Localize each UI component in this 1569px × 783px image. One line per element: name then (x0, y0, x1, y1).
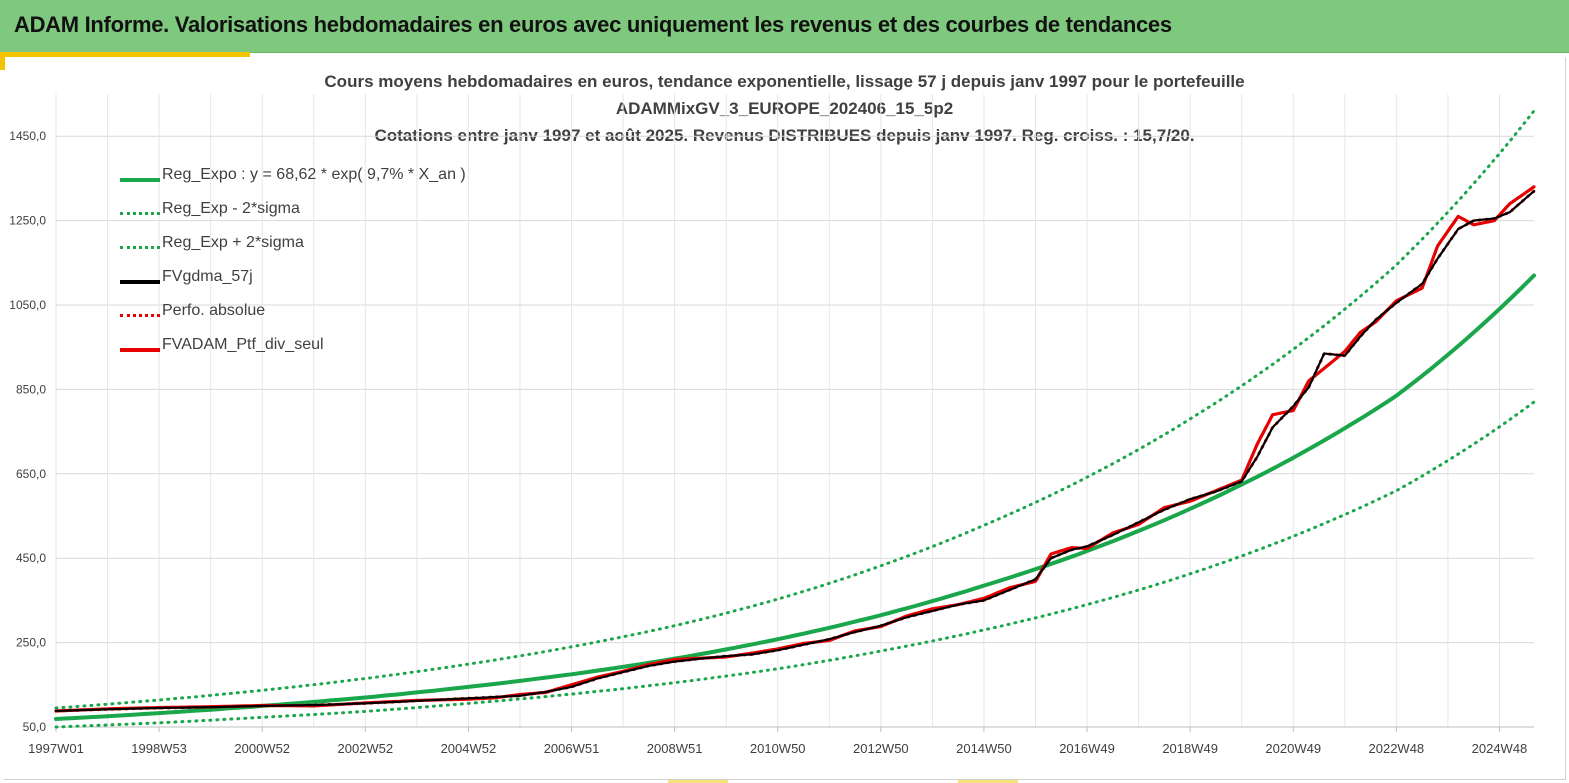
legend-swatch-dotted-green (120, 212, 160, 215)
x-tick-label: 1998W53 (131, 741, 187, 756)
x-axis: 1997W01 1998W53 2000W52 2002W52 2004W52 2006W… (28, 726, 1534, 756)
series-line-reg-expo (54, 273, 1536, 721)
legend-item-reg-exp-minus: Reg_Exp - 2*sigma (120, 196, 540, 230)
chart-title: Cours moyens hebdomadaires en euros, ten… (0, 68, 1569, 149)
legend-swatch-solid-black (120, 280, 160, 284)
legend-label: FVADAM_Ptf_div_seul (162, 336, 324, 353)
legend-item-fvadam: FVADAM_Ptf_div_seul (120, 332, 540, 366)
legend-label: Reg_Expo : y = 68,62 * exp( 9,7% * X_an … (162, 166, 466, 183)
x-tick-label: 2014W50 (956, 741, 1012, 756)
chart-frame (4, 57, 1566, 780)
x-tick-label: 2012W50 (853, 741, 909, 756)
legend-swatch-dotted-green (120, 246, 160, 249)
x-tick-label: 2018W49 (1162, 741, 1218, 756)
chart-series (54, 109, 1536, 729)
x-tick-label: 1997W01 (28, 741, 84, 756)
x-tick-label: 2006W51 (544, 741, 600, 756)
x-tick-label: 2024W48 (1472, 741, 1528, 756)
x-tick-label: 2020W49 (1265, 741, 1321, 756)
chart-title-line-2: ADAMMixGV_3_EUROPE_202406_15_5p2 (615, 99, 954, 118)
y-tick-label: 1450,0 (9, 129, 46, 143)
legend-swatch-dotted-red (120, 314, 160, 317)
y-tick-label: 1050,0 (9, 298, 46, 312)
accent-bottom-1 (668, 779, 728, 783)
y-tick-label: 250,0 (16, 636, 46, 650)
legend-label: Reg_Exp + 2*sigma (162, 234, 304, 251)
y-tick-label: 450,0 (16, 551, 46, 565)
x-tick-label: 2004W52 (441, 741, 497, 756)
legend-item-fvgdma: FVgdma_57j (120, 264, 540, 298)
x-tick-label: 2008W51 (647, 741, 703, 756)
x-tick-label: 2016W49 (1059, 741, 1115, 756)
banner-title: ADAM Informe. Valorisations hebdomadaire… (14, 12, 1172, 37)
accent-bar-vertical (0, 52, 5, 70)
legend-swatch-solid-red (120, 348, 160, 352)
accent-bar (0, 52, 250, 57)
x-tick-label: 2002W52 (337, 741, 393, 756)
x-tick-label: 2022W48 (1369, 741, 1425, 756)
y-tick-label: 650,0 (16, 467, 46, 481)
y-tick-label: 1250,0 (9, 214, 46, 228)
x-tick-label: 2000W52 (234, 741, 290, 756)
y-tick-label: 850,0 (16, 382, 46, 396)
x-tick-label: 2010W50 (750, 741, 806, 756)
chart-title-line-3: Cotations entre janv 1997 et août 2025. … (374, 126, 1195, 145)
series-line-reg-exp-minus-2sigma (54, 400, 1536, 729)
y-tick-label: 50,0 (23, 720, 47, 734)
legend-label: Reg_Exp - 2*sigma (162, 200, 300, 217)
y-axis: 50,0 250,0 450,0 650,0 850,0 1050,0 1250,0 1450… (9, 129, 46, 734)
legend-label: FVgdma_57j (162, 268, 253, 285)
accent-bottom-2 (958, 779, 1018, 783)
header-banner: ADAM Informe. Valorisations hebdomadaire… (0, 0, 1569, 53)
chart-title-line-1: Cours moyens hebdomadaires en euros, ten… (324, 72, 1245, 91)
legend-item-reg-expo: Reg_Expo : y = 68,62 * exp( 9,7% * X_an … (120, 162, 540, 196)
legend-label: Perfo. absolue (162, 302, 266, 319)
legend-swatch-solid-green (120, 178, 160, 182)
series-line-fvgdma-57j (54, 190, 1536, 713)
legend-item-perfo-absolue: Perfo. absolue (120, 298, 540, 332)
legend-item-reg-exp-plus: Reg_Exp + 2*sigma (120, 230, 540, 264)
